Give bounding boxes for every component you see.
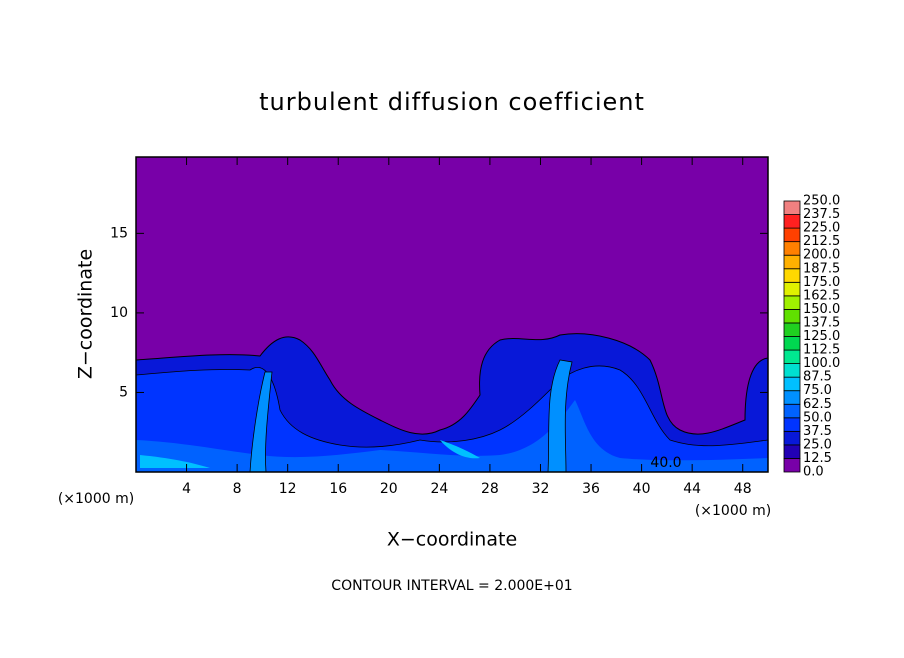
plot-frame	[135, 156, 769, 473]
colorbar-swatch	[783, 322, 801, 337]
x-tick-label: 16	[329, 481, 347, 497]
x-tick-label: 28	[481, 481, 499, 497]
colorbar-label: 50.0	[803, 410, 832, 425]
colorbar-swatch	[783, 349, 801, 364]
footnote: CONTOUR INTERVAL = 2.000E+01	[331, 578, 572, 594]
colorbar-swatch	[783, 430, 801, 446]
colorbar-swatch	[783, 268, 801, 283]
colorbar-label: 175.0	[803, 275, 840, 290]
colorbar-label: 212.5	[803, 234, 840, 249]
colorbar-swatch	[783, 200, 801, 215]
colorbar-swatch	[783, 363, 801, 378]
colorbar-swatch	[783, 403, 801, 419]
field: 40.0	[135, 157, 769, 473]
field-region	[136, 400, 768, 472]
colorbar-label: 150.0	[803, 302, 840, 317]
colorbar-label: 112.5	[803, 343, 840, 358]
colorbar-label: 200.0	[803, 248, 840, 263]
colorbar-swatch	[783, 254, 801, 270]
colorbar-label: 87.5	[803, 370, 832, 385]
x-tick-label: 24	[430, 481, 448, 497]
x-tick-label: 40	[633, 481, 651, 497]
colorbar-swatch	[783, 336, 801, 351]
x-tick-label: 4	[182, 481, 191, 497]
colorbar-swatch	[783, 376, 801, 392]
colorbar-label: 137.5	[803, 315, 840, 330]
colorbar-swatch	[783, 227, 801, 243]
x-tick-label: 36	[582, 481, 600, 497]
contour-label: 40.0	[650, 455, 681, 471]
colorbar-swatch	[783, 308, 801, 324]
colorbar-swatch	[783, 390, 801, 405]
colorbar-label: 0.0	[803, 465, 824, 480]
colorbar-label: 12.5	[803, 451, 832, 466]
colorbar-label: 125.0	[803, 329, 840, 344]
x-tick-label: 20	[380, 481, 398, 497]
colorbar-swatch	[783, 281, 801, 297]
colorbar-swatch	[783, 295, 801, 310]
colorbar-label: 250.0	[803, 194, 840, 209]
y-tick-label: 10	[110, 305, 128, 321]
y-tick-label: 15	[110, 225, 128, 241]
x-tick-label: 48	[734, 481, 752, 497]
colorbar-swatch	[783, 444, 801, 459]
colorbar-label: 75.0	[803, 383, 832, 398]
y-axis-label: Z−coordinate	[75, 249, 97, 379]
y-tick-label: 5	[119, 384, 128, 400]
x-tick-label: 44	[683, 481, 701, 497]
x-axis-label: X−coordinate	[387, 529, 517, 551]
colorbar-label: 62.5	[803, 397, 832, 412]
colorbar-label: 25.0	[803, 437, 832, 452]
colorbar-swatch	[783, 417, 801, 432]
colorbar-swatch	[783, 458, 801, 473]
x-unit-label: (×1000 m)	[695, 503, 771, 519]
colorbar-label: 162.5	[803, 288, 840, 303]
colorbar-swatch	[783, 241, 801, 256]
colorbar-label: 37.5	[803, 424, 832, 439]
x-tick-label: 32	[532, 481, 550, 497]
colorbar-label: 225.0	[803, 221, 840, 236]
colorbar-label: 100.0	[803, 356, 840, 371]
chart-title: turbulent diffusion coefficient	[259, 88, 645, 116]
colorbar-swatch	[783, 214, 801, 229]
x-tick-label: 12	[279, 481, 297, 497]
field-region	[140, 440, 480, 468]
colorbar-label: 187.5	[803, 261, 840, 276]
field-region	[249, 359, 573, 473]
colorbar-label: 237.5	[803, 207, 840, 222]
y-unit-label: (×1000 m)	[58, 491, 134, 507]
x-tick-label: 8	[233, 481, 242, 497]
